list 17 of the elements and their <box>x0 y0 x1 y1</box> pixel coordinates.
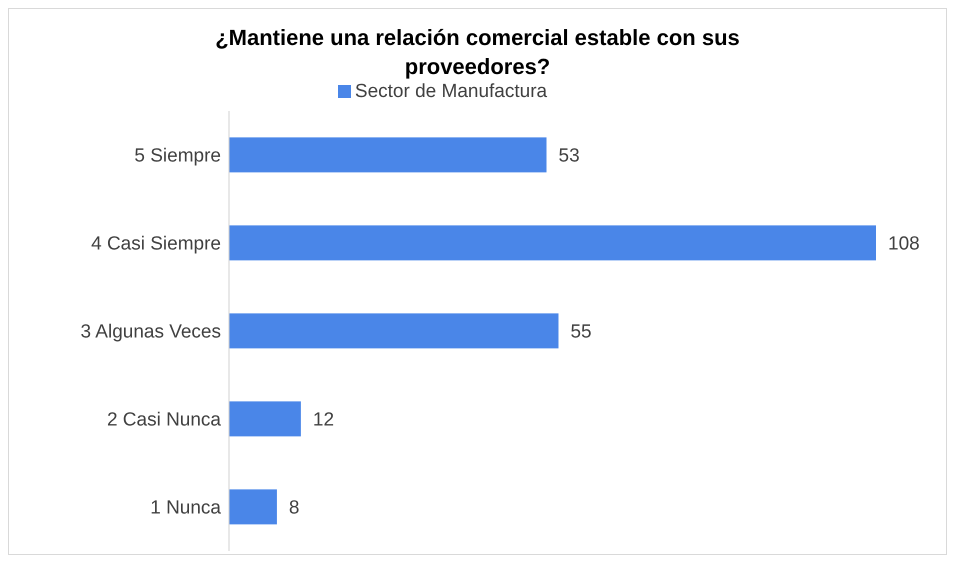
y-tick-label: 3 Algunas Veces <box>80 322 221 343</box>
y-tick-label: 5 Siempre <box>134 146 221 167</box>
bar <box>229 489 277 524</box>
data-label: 12 <box>312 410 334 431</box>
y-tick-label: 4 Casi Siempre <box>91 234 221 255</box>
chart-title: ¿Mantiene una relación comercial estable con sus proveedores? <box>214 24 741 81</box>
y-tick-label: 2 Casi Nunca <box>106 410 222 431</box>
data-label: 53 <box>558 146 580 167</box>
bar <box>229 401 301 436</box>
data-label: 55 <box>570 322 592 343</box>
data-label: 8 <box>288 498 300 519</box>
bar <box>229 137 547 172</box>
bar <box>229 313 558 348</box>
bar <box>229 225 876 260</box>
data-label: 108 <box>888 234 920 255</box>
y-tick-label: 1 Nunca <box>150 498 222 519</box>
legend-label: Sector de Manufactura <box>354 81 548 102</box>
